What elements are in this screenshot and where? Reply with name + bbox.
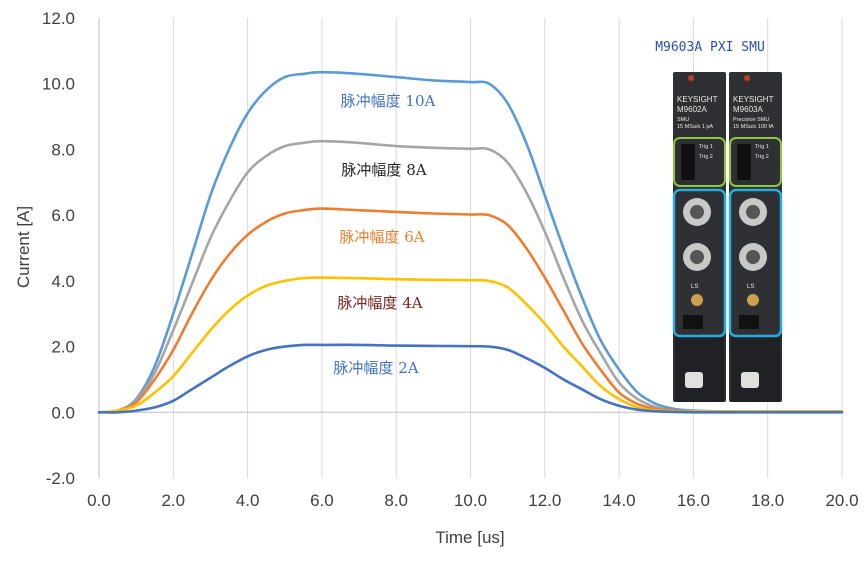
module-left: KEYSIGHT M9602A SMU 15 MSa/s 1 pA Trig 1…: [672, 72, 727, 402]
x-tick-label: 4.0: [236, 491, 260, 510]
module-right-lf-jack: [739, 315, 759, 329]
module-left-trig-connector: [681, 144, 695, 180]
x-tick-label: 18.0: [751, 491, 784, 510]
module-right: KEYSIGHT M9603A Precision SMU 15 MSa/s 1…: [728, 72, 783, 402]
module-left-triax-hf-core-icon: [690, 205, 704, 219]
x-axis-title: Time [us]: [435, 528, 504, 547]
y-tick-label: 4.0: [51, 272, 75, 291]
module-right-ls-label: LS: [747, 284, 754, 290]
module-right-output-box: [728, 188, 783, 338]
chart-series-labels: 脉冲幅度 10A 脉冲幅度 8A 脉冲幅度 6A 脉冲幅度 4A 脉冲幅度 2A: [333, 92, 435, 377]
module-left-brand: KEYSIGHT: [677, 95, 718, 104]
x-tick-label: 0.0: [87, 491, 111, 510]
smu-module-image: M9603A PXI SMU KEYSIGHT M9602A SMU 15 MS…: [655, 40, 783, 402]
module-left-sub1: SMU: [677, 117, 689, 123]
module-left-output-box: [672, 188, 727, 338]
module-right-triax-hs-core-icon: [746, 250, 760, 264]
module-left-ls-jack-icon: [691, 294, 703, 306]
x-tick-label: 16.0: [677, 491, 710, 510]
y-tick-label: 10.0: [42, 75, 75, 94]
x-tick-label: 6.0: [310, 491, 334, 510]
module-right-ls-jack-icon: [747, 294, 759, 306]
x-tick-label: 10.0: [454, 491, 487, 510]
module-left-trig1: Trig 1: [699, 144, 713, 150]
y-tick-label: 6.0: [51, 206, 75, 225]
module-left-screw-icon: [688, 75, 694, 81]
module-left-handle: [675, 337, 724, 402]
chart-tick-labels: 0.0 2.0 4.0 6.0 8.0 10.0 12.0 14.0 16.0 18.0 20.0 -…: [42, 9, 859, 510]
module-right-sub1: Precision SMU: [733, 117, 769, 123]
series-line: [97, 343, 844, 414]
x-tick-label: 8.0: [384, 491, 408, 510]
y-tick-label: 2.0: [51, 338, 75, 357]
module-title: M9603A PXI SMU: [655, 40, 765, 55]
module-left-ls-label: LS: [691, 284, 698, 290]
module-right-model: M9603A: [733, 105, 763, 114]
module-right-brand: KEYSIGHT: [733, 95, 774, 104]
x-tick-label: 20.0: [825, 491, 858, 510]
module-right-trig2: Trig 2: [755, 154, 769, 160]
module-right-trig-connector: [737, 144, 751, 180]
module-right-trigger-box: [729, 137, 782, 187]
y-tick-label: 8.0: [51, 140, 75, 159]
module-left-bottom-connector: [685, 372, 703, 388]
y-tick-label: 12.0: [42, 9, 75, 28]
series-label: 脉冲幅度 2A: [333, 359, 418, 377]
module-left-trigger-box: [673, 137, 726, 187]
y-tick-label: 0.0: [51, 403, 75, 422]
module-left-trig2: Trig 2: [699, 154, 713, 160]
module-right-trig1: Trig 1: [755, 144, 769, 150]
module-right-sub2: 15 MSa/s 100 fA: [733, 124, 774, 130]
x-tick-label: 12.0: [528, 491, 561, 510]
module-right-bottom-connector: [741, 372, 759, 388]
module-right-handle: [731, 337, 780, 402]
x-tick-label: 2.0: [161, 491, 185, 510]
module-right-triax-hf-core-icon: [746, 205, 760, 219]
series-label: 脉冲幅度 10A: [341, 92, 436, 110]
module-right-screw-icon: [744, 75, 750, 81]
x-tick-label: 14.0: [603, 491, 636, 510]
series-label: 脉冲幅度 4A: [337, 294, 422, 312]
module-left-model: M9602A: [677, 105, 707, 114]
series-label: 脉冲幅度 6A: [339, 228, 424, 246]
series-label: 脉冲幅度 8A: [341, 161, 426, 179]
y-tick-label: -2.0: [46, 469, 75, 488]
module-left-triax-hs-core-icon: [690, 250, 704, 264]
chart-series: [97, 70, 844, 414]
series-line: [97, 70, 844, 414]
module-left-lf-jack: [683, 315, 703, 329]
y-axis-title: Current [A]: [14, 206, 33, 288]
module-left-sub2: 15 MSa/s 1 pA: [677, 124, 713, 130]
